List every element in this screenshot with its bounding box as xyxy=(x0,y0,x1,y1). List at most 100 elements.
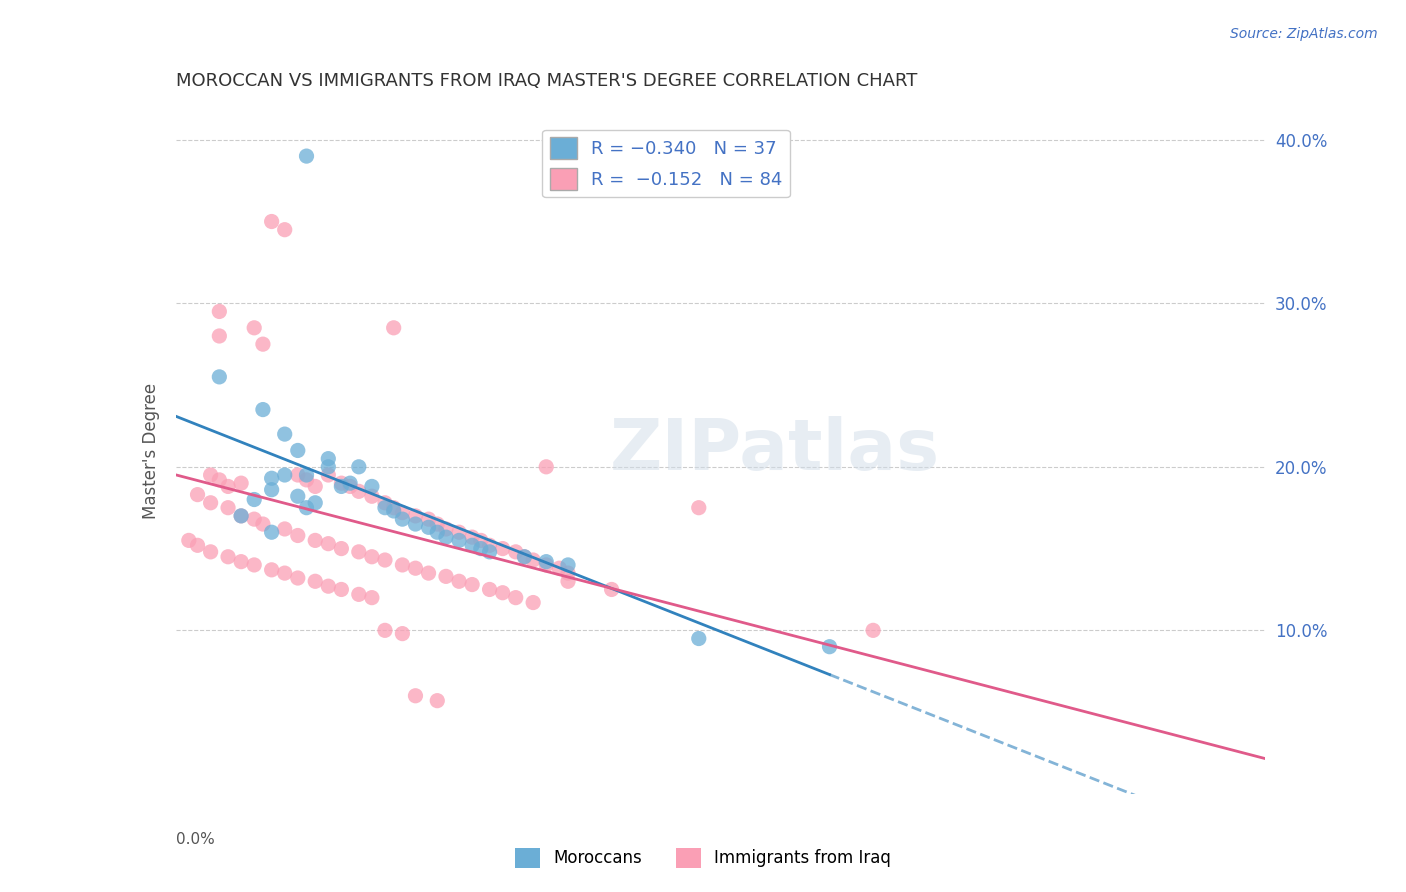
Point xyxy=(447,533,470,548)
Point xyxy=(347,587,370,601)
Point xyxy=(339,476,361,491)
Point xyxy=(534,558,557,572)
Text: 0.0%: 0.0% xyxy=(176,831,215,847)
Point xyxy=(434,569,457,583)
Point xyxy=(304,496,326,510)
Point xyxy=(534,555,557,569)
Point xyxy=(557,558,579,572)
Point xyxy=(330,541,353,556)
Point xyxy=(557,574,579,589)
Point xyxy=(330,476,353,491)
Point xyxy=(360,479,382,493)
Point xyxy=(287,467,309,482)
Point xyxy=(217,479,239,493)
Point xyxy=(260,483,283,497)
Point xyxy=(231,508,253,523)
Point xyxy=(391,506,413,520)
Point xyxy=(600,582,623,597)
Point xyxy=(405,516,427,531)
Point xyxy=(318,536,340,550)
Point xyxy=(208,473,231,487)
Point xyxy=(243,492,266,507)
Point xyxy=(405,508,427,523)
Point xyxy=(405,689,427,703)
Point xyxy=(186,487,209,501)
Legend: Moroccans, Immigrants from Iraq: Moroccans, Immigrants from Iraq xyxy=(509,841,897,875)
Point xyxy=(360,549,382,564)
Point xyxy=(688,500,710,515)
Point xyxy=(217,500,239,515)
Point xyxy=(418,520,440,534)
Point xyxy=(252,337,274,351)
Point xyxy=(434,530,457,544)
Point xyxy=(374,553,396,567)
Point xyxy=(478,538,501,552)
Point xyxy=(347,459,370,474)
Point xyxy=(318,451,340,466)
Point xyxy=(339,479,361,493)
Point xyxy=(360,591,382,605)
Point xyxy=(274,566,297,580)
Point xyxy=(295,467,318,482)
Point xyxy=(200,496,222,510)
Point xyxy=(557,566,579,580)
Point xyxy=(418,566,440,580)
Point xyxy=(231,476,253,491)
Point xyxy=(382,321,405,335)
Text: Source: ZipAtlas.com: Source: ZipAtlas.com xyxy=(1230,27,1378,41)
Point xyxy=(243,558,266,572)
Point xyxy=(347,484,370,499)
Point xyxy=(217,549,239,564)
Point xyxy=(243,321,266,335)
Point xyxy=(418,512,440,526)
Point xyxy=(295,149,318,163)
Point xyxy=(260,214,283,228)
Point xyxy=(295,500,318,515)
Point xyxy=(470,541,492,556)
Point xyxy=(274,427,297,442)
Point xyxy=(391,558,413,572)
Point xyxy=(243,512,266,526)
Point xyxy=(274,222,297,236)
Point xyxy=(186,538,209,552)
Point xyxy=(252,402,274,417)
Point xyxy=(260,525,283,540)
Point xyxy=(478,545,501,559)
Point xyxy=(505,545,527,559)
Point xyxy=(548,561,571,575)
Y-axis label: Master's Degree: Master's Degree xyxy=(142,383,160,518)
Point xyxy=(522,596,544,610)
Point xyxy=(426,694,449,708)
Point xyxy=(461,538,484,552)
Point xyxy=(447,525,470,540)
Legend: R = −0.340   N = 37, R =  −0.152   N = 84: R = −0.340 N = 37, R = −0.152 N = 84 xyxy=(543,130,790,197)
Point xyxy=(200,545,222,559)
Point xyxy=(470,533,492,548)
Point xyxy=(318,579,340,593)
Point xyxy=(688,632,710,646)
Point xyxy=(304,574,326,589)
Point xyxy=(318,459,340,474)
Point xyxy=(426,516,449,531)
Point xyxy=(862,624,884,638)
Point xyxy=(382,500,405,515)
Point xyxy=(208,369,231,384)
Point xyxy=(405,561,427,575)
Point xyxy=(304,479,326,493)
Point xyxy=(200,467,222,482)
Point xyxy=(287,571,309,585)
Point xyxy=(177,533,200,548)
Point xyxy=(330,479,353,493)
Point xyxy=(252,516,274,531)
Text: MOROCCAN VS IMMIGRANTS FROM IRAQ MASTER'S DEGREE CORRELATION CHART: MOROCCAN VS IMMIGRANTS FROM IRAQ MASTER'… xyxy=(176,72,917,90)
Point xyxy=(534,459,557,474)
Point xyxy=(505,591,527,605)
Text: ZIPatlas: ZIPatlas xyxy=(610,416,941,485)
Point xyxy=(347,545,370,559)
Point xyxy=(374,496,396,510)
Point xyxy=(287,443,309,458)
Point xyxy=(434,522,457,536)
Point xyxy=(426,525,449,540)
Point xyxy=(492,541,515,556)
Point xyxy=(260,471,283,485)
